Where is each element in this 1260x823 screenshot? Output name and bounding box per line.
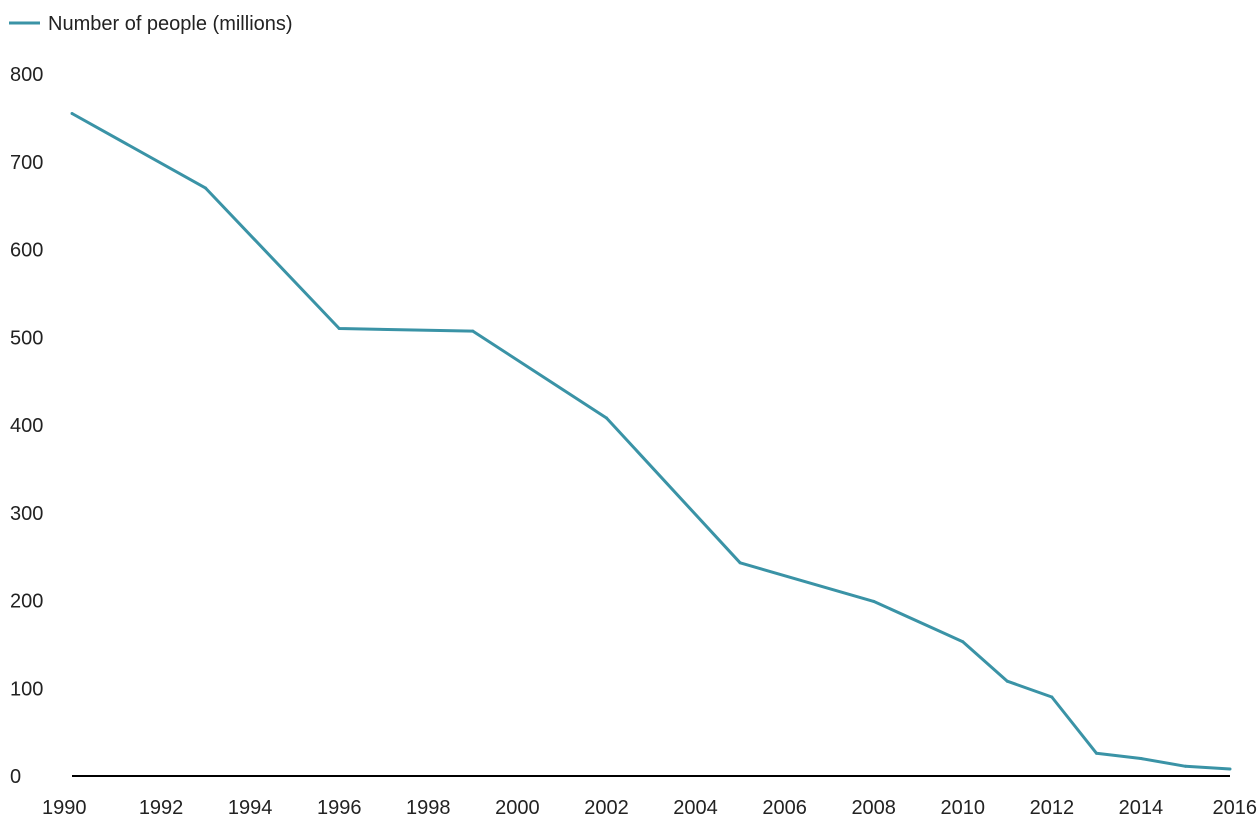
x-axis-tick-labels: 1990 1992 1994 1996 1998 2000 2002 2004 2006 2008… [42,797,1257,819]
data-point [70,112,74,115]
y-axis-tick-labels: 0 100 200 300 400 500 600 700 800 [10,64,43,788]
data-point [961,640,965,644]
y-tick-label: 700 [10,152,43,174]
data-point [872,599,876,603]
x-tick-label: 2010 [941,797,986,819]
y-tick-label: 200 [10,591,43,613]
x-tick-label: 1994 [228,797,273,819]
y-tick-label: 300 [10,503,43,525]
x-tick-label: 2002 [584,797,629,819]
data-point [204,186,208,190]
y-tick-label: 500 [10,327,43,349]
x-tick-label: 1990 [42,797,87,819]
data-point [1005,679,1009,683]
y-tick-label: 100 [10,678,43,700]
y-tick-label: 0 [10,766,21,788]
series-group [70,112,1232,771]
data-point [1139,757,1143,760]
y-tick-label: 800 [10,64,43,86]
x-tick-label: 2012 [1030,797,1075,819]
x-tick-label: 2014 [1119,797,1164,819]
y-tick-label: 600 [10,240,43,262]
data-point [1094,751,1098,755]
data-point [471,329,475,333]
x-tick-label: 1992 [139,797,184,819]
legend-label: Number of people (millions) [48,13,293,35]
x-tick-label: 1998 [406,797,451,819]
data-point [337,327,341,330]
y-tick-label: 400 [10,415,43,437]
data-point [1184,764,1187,768]
x-tick-label: 2008 [851,797,896,819]
data-point [1228,767,1232,771]
data-point [1050,695,1054,699]
data-point [738,561,742,565]
data-point [605,416,608,420]
series-line [71,112,1231,771]
x-tick-label: 2004 [673,797,718,819]
x-tick-label: 2016 [1213,797,1258,819]
legend: Number of people (millions) [9,13,293,35]
x-tick-label: 1996 [317,797,362,819]
x-tick-label: 2000 [495,797,540,819]
x-tick-label: 2006 [762,797,807,819]
